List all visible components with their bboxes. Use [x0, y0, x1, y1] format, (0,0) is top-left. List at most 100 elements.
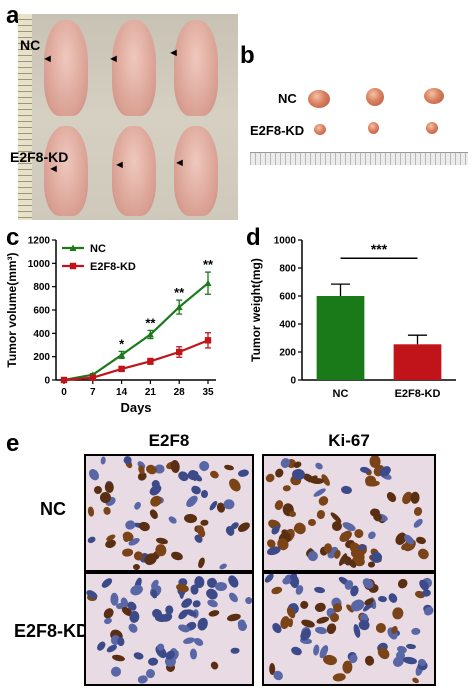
nucleus: [95, 640, 108, 653]
nucleus: [87, 466, 102, 482]
nucleus: [316, 509, 326, 520]
mouse-kd-3: [174, 126, 218, 216]
nucleus: [402, 655, 417, 665]
nucleus: [150, 589, 158, 600]
ihc-image-nc-ki67: [262, 454, 436, 572]
tumor-arrow-icon: ◄: [48, 163, 59, 175]
tumor-arrow-icon: ◄: [108, 53, 119, 65]
nucleus: [110, 665, 123, 678]
ihc-image-kd-e2f8: [84, 572, 254, 686]
y-tick-label: 1000: [28, 259, 51, 270]
tumor-kd-3: [426, 122, 438, 134]
nucleus: [148, 507, 160, 521]
photo-label-nc: NC: [20, 37, 41, 53]
nucleus: [414, 535, 427, 546]
nucleus: [165, 604, 174, 615]
data-point: [175, 303, 183, 311]
data-point: [204, 279, 212, 287]
nucleus: [105, 481, 115, 493]
significance-mark: **: [145, 315, 156, 330]
nucleus: [273, 467, 285, 479]
tumor-arrow-icon: ◄: [174, 157, 185, 169]
nucleus: [412, 516, 425, 529]
nucleus: [366, 530, 378, 541]
tumor-label-e2f8kd: E2F8-KD: [250, 123, 305, 138]
nucleus: [270, 585, 284, 596]
nucleus: [406, 643, 417, 650]
nucleus: [195, 616, 209, 633]
panel-label-c: c: [6, 224, 20, 251]
data-point: [146, 331, 154, 338]
nucleus: [102, 505, 112, 516]
y-tick-label: 800: [33, 282, 50, 293]
nucleus: [226, 476, 243, 494]
x-tick-label: 21: [145, 387, 157, 398]
nucleus: [332, 672, 346, 683]
nucleus: [237, 621, 249, 633]
ihc-image-kd-ki67: [262, 572, 436, 686]
legend-label: NC: [90, 243, 106, 255]
nucleus: [367, 561, 375, 568]
nucleus: [223, 464, 234, 472]
nucleus: [138, 521, 152, 533]
data-point: [147, 358, 154, 365]
y-tick-label: 0: [290, 376, 296, 387]
panel-label-b: b: [240, 42, 255, 69]
nucleus: [155, 536, 169, 545]
nucleus: [132, 563, 141, 570]
nucleus: [209, 660, 221, 672]
nucleus: [196, 459, 211, 474]
nucleus: [313, 460, 324, 471]
tumor-weight-chart: 0 200 400 600 800 1000 Tumor weight(mg) NC E2F8-…: [249, 236, 456, 400]
y-tick-label: 200: [279, 348, 296, 359]
tumor-arrow-icon: ◄: [168, 47, 179, 59]
nucleus: [128, 610, 140, 624]
x-tick-label: 14: [116, 387, 128, 398]
legend-marker: [69, 262, 77, 270]
nucleus: [206, 608, 220, 618]
nucleus: [358, 619, 372, 632]
nucleus: [189, 648, 198, 660]
data-point: [89, 374, 96, 381]
significance-mark: **: [203, 257, 214, 272]
x-tick-label: 28: [174, 387, 186, 398]
nucleus: [87, 535, 97, 544]
data-point: [118, 365, 125, 373]
mouse-kd-2: [112, 126, 156, 216]
nucleus: [128, 582, 145, 597]
nucleus: [323, 543, 332, 553]
y-tick-label: 600: [279, 292, 296, 303]
mice-photo: ◄ ◄ ◄ ◄ ◄ ◄: [18, 14, 238, 220]
nucleus: [365, 479, 380, 487]
nucleus: [191, 600, 201, 609]
mouse-nc-1: [44, 20, 88, 116]
panel-label-a: a: [6, 2, 20, 29]
nucleus: [183, 513, 198, 524]
nucleus: [286, 617, 293, 628]
tumor-kd-1: [314, 124, 326, 135]
nucleus: [99, 456, 107, 466]
nucleus: [243, 595, 252, 605]
nucleus: [387, 591, 400, 605]
nucleus: [196, 556, 206, 570]
nucleus: [416, 546, 431, 562]
y-tick-label: 400: [279, 320, 296, 331]
nucleus: [313, 601, 327, 613]
nucleus: [184, 493, 200, 510]
nucleus: [103, 616, 114, 625]
nucleus: [226, 574, 240, 589]
y-tick-label: 200: [33, 352, 50, 363]
y-tick-label: 0: [44, 376, 50, 387]
mouse-nc-2: [112, 20, 156, 116]
nucleus: [100, 576, 114, 590]
series-line: [63, 339, 209, 382]
nucleus: [147, 657, 159, 666]
tumor-volume-chart: 0 200 400 600 800 1000 1200 0 7 14 21 28 35 Days Tumor…: [5, 236, 216, 415]
nucleus: [111, 653, 126, 663]
nucleus: [133, 500, 143, 511]
column-title-e2f8: E2F8: [148, 431, 190, 450]
nucleus: [200, 489, 209, 498]
nucleus: [126, 621, 139, 635]
nucleus: [189, 471, 203, 483]
nucleus: [121, 548, 134, 558]
